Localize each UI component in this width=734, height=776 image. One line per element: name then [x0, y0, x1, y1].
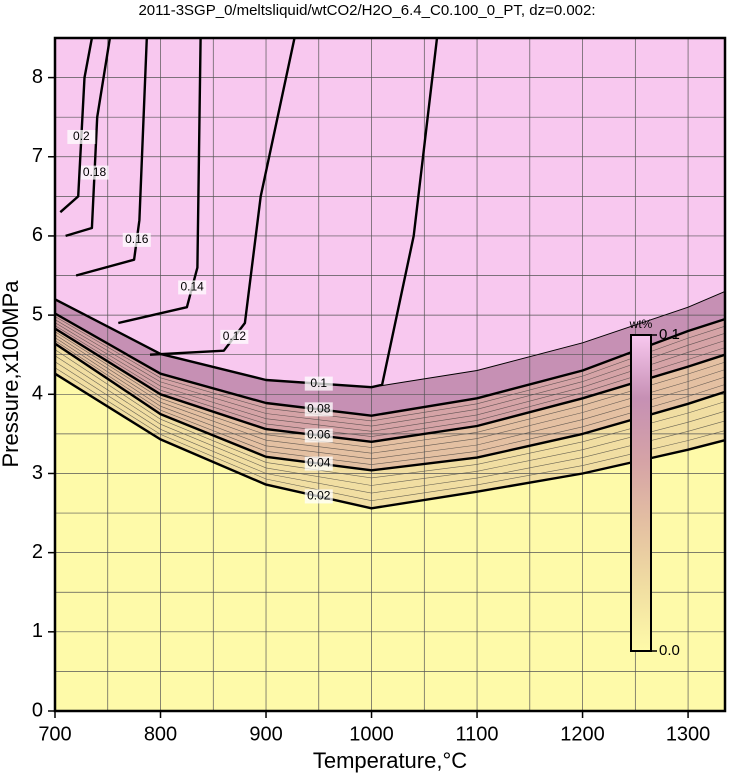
y-tick-label: 3: [32, 462, 43, 484]
contour-fill: [55, 38, 437, 388]
colorbar: [630, 334, 652, 652]
contour-label-bg: [304, 402, 333, 417]
contour-label: 0.12: [223, 329, 247, 343]
x-tick-label: 800: [144, 723, 177, 745]
y-tick-label: 2: [32, 541, 43, 563]
contour-line: [54, 372, 726, 510]
colorbar-tick-label: 0.1: [659, 326, 680, 343]
contour-label: 0.2: [73, 129, 90, 143]
y-tick-label: 0: [32, 699, 43, 721]
x-tick-label: 1000: [349, 723, 394, 745]
contour-line: [54, 327, 726, 443]
chart-title: 2011-3SGP_0/meltsliquid/wtCO2/H2O_6.4_C0…: [138, 2, 595, 19]
contour-line: [149, 37, 296, 356]
contour-label: 0.04: [307, 456, 331, 470]
contour-line: [54, 312, 726, 417]
plot-frame: [53, 36, 727, 713]
contour-line: [54, 342, 726, 472]
contour-fill: [371, 38, 725, 388]
x-tick-label: 700: [38, 723, 71, 745]
y-tick-label: 4: [32, 383, 43, 405]
y-axis-label: Pressure,x100MPa: [0, 280, 23, 468]
y-tick-label: 6: [32, 224, 43, 246]
contour-label: 0.08: [307, 402, 331, 416]
contour-label: 0.14: [180, 280, 204, 294]
x-tick-label: 900: [249, 723, 282, 745]
colorbar-label: wt%: [629, 317, 653, 331]
contour-label-bg: [122, 232, 151, 247]
y-tick-label: 1: [32, 620, 43, 642]
contour-label-bg: [304, 456, 333, 471]
contour-label: 0.02: [307, 489, 331, 503]
contour-label-bg: [304, 376, 333, 391]
colorbar-tick-label: 0.0: [659, 642, 680, 659]
x-tick-label: 1100: [456, 723, 499, 745]
contour-label-bg: [304, 489, 333, 504]
y-tick-label: 8: [32, 66, 43, 88]
contour-label-bg: [220, 329, 249, 344]
contour-line: [371, 290, 726, 388]
contour-label-bg: [304, 428, 333, 443]
x-axis-label: Temperature,°C: [313, 748, 467, 773]
contour-label: 0.1: [310, 376, 327, 390]
contour-label: 0.16: [125, 232, 149, 246]
contour-label-bg: [80, 165, 109, 180]
x-tick-label: 1200: [560, 723, 605, 745]
contour-label-bg: [178, 280, 207, 295]
contour-label: 0.06: [307, 428, 331, 442]
y-tick-label: 5: [32, 303, 43, 325]
x-tick-label: 1300: [666, 723, 711, 745]
contour-label-bg: [67, 129, 96, 144]
y-tick-label: 7: [32, 145, 43, 167]
contour-label: 0.18: [83, 165, 107, 179]
